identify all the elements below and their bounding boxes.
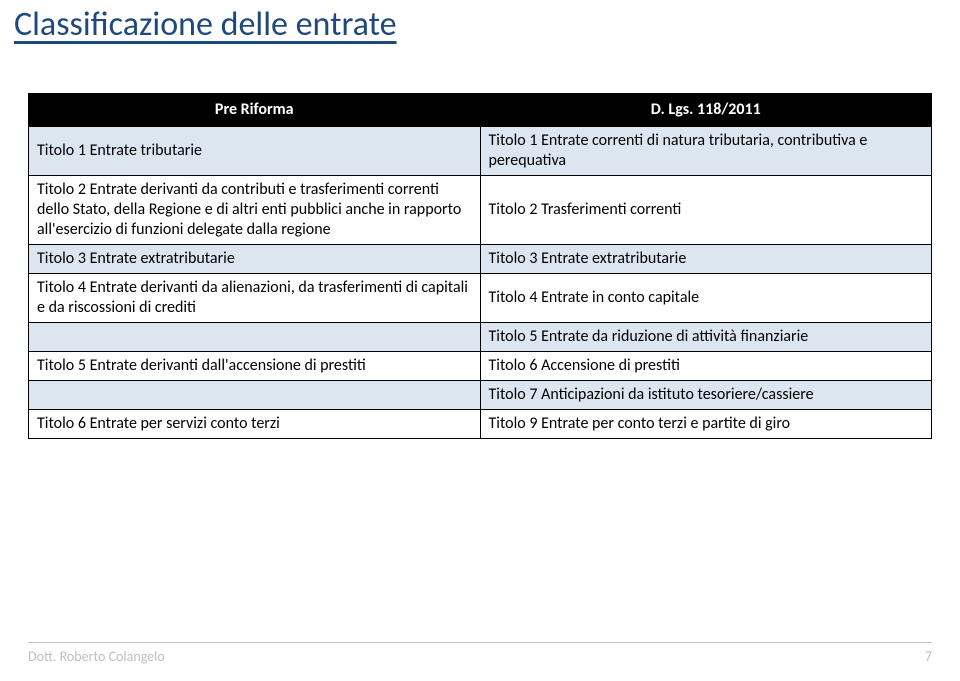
cell-left: Titolo 3 Entrate extratributarie	[29, 245, 481, 274]
cell-left	[29, 323, 481, 352]
table-row: Titolo 6 Entrate per servizi conto terzi…	[29, 410, 932, 439]
table-row: Titolo 7 Anticipazioni da istituto tesor…	[29, 381, 932, 410]
cell-right: Titolo 3 Entrate extratributarie	[480, 245, 932, 274]
table-row: Titolo 5 Entrate derivanti dall'accensio…	[29, 352, 932, 381]
cell-left: Titolo 5 Entrate derivanti dall'accensio…	[29, 352, 481, 381]
table-row: Titolo 2 Entrate derivanti da contributi…	[29, 176, 932, 245]
footer-page: 7	[925, 648, 932, 665]
cell-left: Titolo 6 Entrate per servizi conto terzi	[29, 410, 481, 439]
cell-right: Titolo 2 Trasferimenti correnti	[480, 176, 932, 245]
cell-right: Titolo 7 Anticipazioni da istituto tesor…	[480, 381, 932, 410]
cell-right: Titolo 4 Entrate in conto capitale	[480, 274, 932, 323]
col-header-left: Pre Riforma	[29, 94, 481, 127]
page-title: Classificazione delle entrate	[0, 0, 960, 53]
cell-left	[29, 381, 481, 410]
classification-table: Pre Riforma D. Lgs. 118/2011 Titolo 1 En…	[28, 93, 932, 439]
col-header-right: D. Lgs. 118/2011	[480, 94, 932, 127]
table-row: Titolo 3 Entrate extratributarieTitolo 3…	[29, 245, 932, 274]
cell-right: Titolo 1 Entrate correnti di natura trib…	[480, 127, 932, 176]
cell-right: Titolo 5 Entrate da riduzione di attivit…	[480, 323, 932, 352]
footer-author: Dott. Roberto Colangelo	[28, 648, 165, 665]
table-container: Pre Riforma D. Lgs. 118/2011 Titolo 1 En…	[0, 53, 960, 439]
table-row: Titolo 5 Entrate da riduzione di attivit…	[29, 323, 932, 352]
cell-left: Titolo 2 Entrate derivanti da contributi…	[29, 176, 481, 245]
table-row: Titolo 1 Entrate tributarieTitolo 1 Entr…	[29, 127, 932, 176]
cell-left: Titolo 4 Entrate derivanti da alienazion…	[29, 274, 481, 323]
table-row: Titolo 4 Entrate derivanti da alienazion…	[29, 274, 932, 323]
cell-right: Titolo 6 Accensione di prestiti	[480, 352, 932, 381]
footer-rule	[28, 642, 932, 643]
footer: Dott. Roberto Colangelo 7	[28, 648, 932, 665]
cell-right: Titolo 9 Entrate per conto terzi e parti…	[480, 410, 932, 439]
cell-left: Titolo 1 Entrate tributarie	[29, 127, 481, 176]
